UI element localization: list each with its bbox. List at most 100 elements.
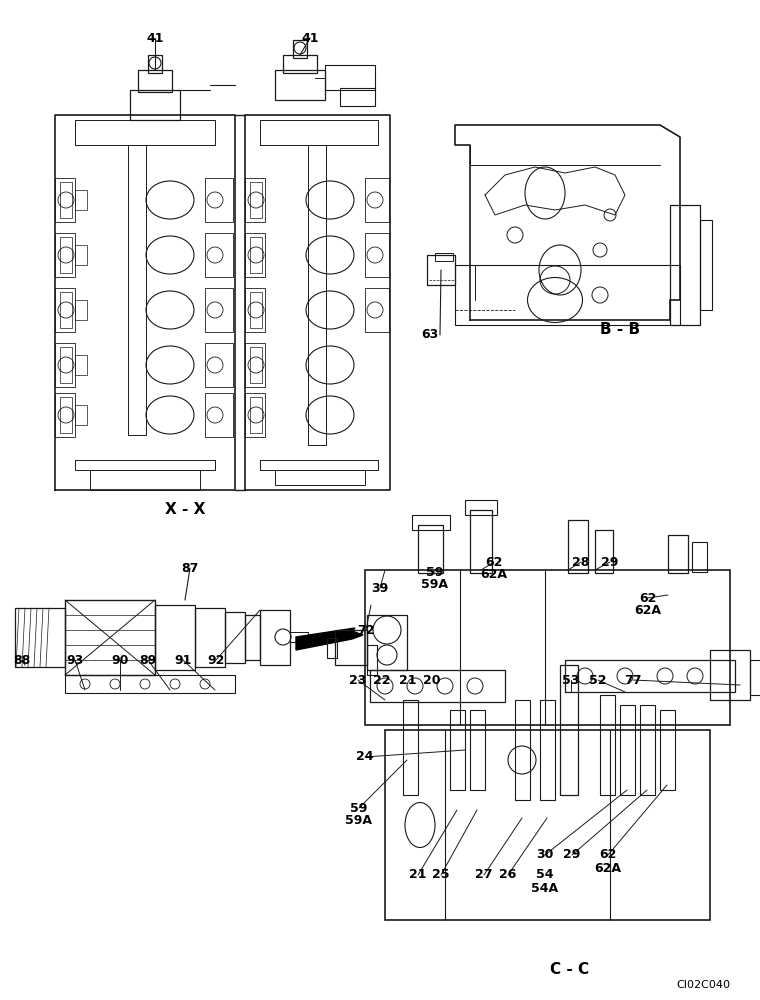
Bar <box>668 535 688 573</box>
Bar <box>515 700 530 800</box>
Bar <box>450 710 465 790</box>
Bar <box>340 88 375 106</box>
Bar <box>308 145 326 445</box>
Text: 92: 92 <box>207 654 225 666</box>
Text: 54: 54 <box>537 868 554 882</box>
Bar <box>60 292 72 328</box>
Bar <box>205 343 233 387</box>
Bar <box>128 145 146 435</box>
Text: 23: 23 <box>350 674 366 686</box>
Bar <box>245 393 265 437</box>
Text: X - X: X - X <box>165 502 205 518</box>
Bar <box>55 233 75 277</box>
Bar <box>412 515 450 530</box>
Text: 21: 21 <box>399 674 416 686</box>
Text: 26: 26 <box>499 868 517 882</box>
Bar <box>367 645 377 675</box>
Bar <box>245 178 265 222</box>
Bar <box>293 40 307 58</box>
Bar <box>367 615 407 670</box>
Bar <box>560 665 578 795</box>
Bar <box>75 355 87 375</box>
Text: 30: 30 <box>537 848 554 861</box>
Bar <box>245 288 265 332</box>
Bar <box>245 615 260 660</box>
Text: B - B: B - B <box>600 322 640 338</box>
Text: 41: 41 <box>301 31 318 44</box>
Bar <box>75 300 87 320</box>
Bar <box>700 220 712 310</box>
Bar <box>55 343 75 387</box>
Text: 88: 88 <box>14 654 30 666</box>
Bar <box>155 605 195 670</box>
Text: 59A: 59A <box>346 814 372 828</box>
Bar <box>205 233 233 277</box>
Bar <box>540 700 555 800</box>
Bar <box>250 237 262 273</box>
Bar <box>60 397 72 433</box>
Bar <box>65 675 235 693</box>
Bar <box>260 610 290 665</box>
Bar <box>403 700 418 795</box>
Bar <box>325 65 375 90</box>
Bar <box>205 393 233 437</box>
Bar <box>640 705 655 795</box>
Text: 59A: 59A <box>422 578 448 591</box>
Text: 59: 59 <box>350 802 368 814</box>
Bar <box>335 630 367 665</box>
Text: 27: 27 <box>475 868 492 882</box>
Bar <box>365 570 730 725</box>
Text: 62A: 62A <box>480 568 508 582</box>
Bar <box>275 470 365 485</box>
Text: 24: 24 <box>356 750 374 764</box>
Bar <box>385 730 710 920</box>
Text: 89: 89 <box>139 654 157 666</box>
Polygon shape <box>296 628 363 650</box>
Bar <box>130 90 180 120</box>
Bar <box>290 632 308 642</box>
Bar <box>138 70 172 92</box>
Text: 62A: 62A <box>594 861 622 874</box>
Bar <box>418 525 443 573</box>
Text: 29: 29 <box>563 848 581 861</box>
Bar <box>245 233 265 277</box>
Bar <box>55 393 75 437</box>
Bar <box>55 288 75 332</box>
Text: 77: 77 <box>624 674 641 686</box>
Text: 87: 87 <box>182 562 198 574</box>
Text: 62: 62 <box>486 556 502 568</box>
Text: 29: 29 <box>601 556 619 568</box>
Bar <box>455 265 680 325</box>
Bar <box>365 178 389 222</box>
Text: 62: 62 <box>600 848 616 861</box>
Text: 62A: 62A <box>635 604 661 617</box>
Bar <box>205 288 233 332</box>
Text: 53: 53 <box>562 674 580 686</box>
Bar <box>250 182 262 218</box>
Bar <box>195 608 225 667</box>
Bar <box>660 710 675 790</box>
Bar <box>90 470 200 490</box>
Bar <box>275 70 325 100</box>
Bar <box>225 612 245 663</box>
Text: 91: 91 <box>174 654 192 666</box>
Bar <box>595 530 613 573</box>
Bar <box>205 178 233 222</box>
Text: 25: 25 <box>432 868 450 882</box>
Text: 21: 21 <box>409 868 427 882</box>
Bar <box>365 233 389 277</box>
Bar <box>148 55 162 73</box>
Text: CI02C040: CI02C040 <box>676 980 730 990</box>
Bar <box>435 253 453 261</box>
Bar <box>568 520 588 573</box>
Text: 63: 63 <box>421 328 439 342</box>
Text: 54A: 54A <box>531 882 559 894</box>
Bar <box>75 405 87 425</box>
Bar <box>75 245 87 265</box>
Text: 28: 28 <box>572 556 590 568</box>
Bar <box>65 600 155 675</box>
Text: 72: 72 <box>357 624 375 637</box>
Text: 41: 41 <box>146 31 163 44</box>
Bar <box>670 205 700 325</box>
Bar <box>470 510 492 573</box>
